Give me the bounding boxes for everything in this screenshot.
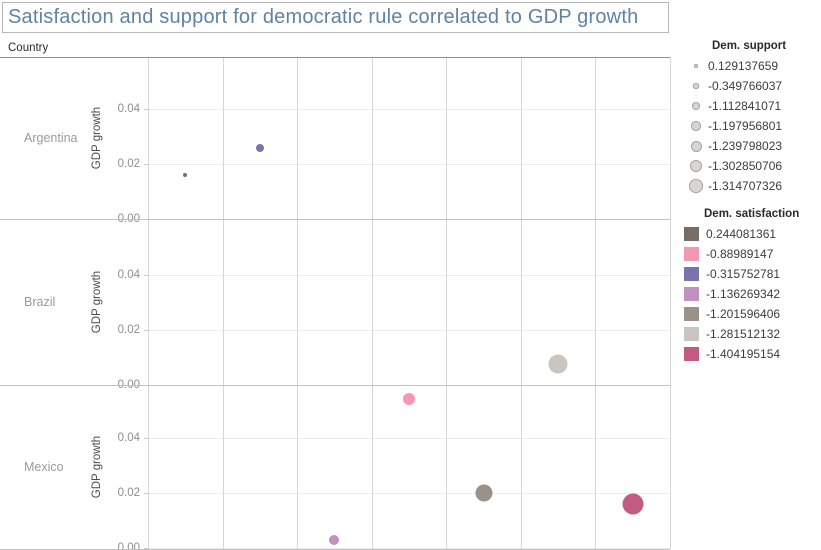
size-circle-icon: [691, 121, 701, 131]
color-legend-value: 0.244081361: [706, 227, 777, 241]
color-swatch-icon: [684, 307, 699, 321]
scatter-mark[interactable]: [622, 493, 644, 515]
column-gridline: [297, 57, 299, 549]
size-legend: Dem. support 0.129137659 -0.349766037 -1.1…: [684, 40, 819, 196]
size-legend-item[interactable]: -1.302850706: [684, 156, 819, 176]
y-axis-title: GDP growth: [91, 435, 103, 499]
size-circle-icon: [693, 83, 699, 89]
y-axis-title: GDP growth: [91, 270, 103, 334]
size-legend-item[interactable]: -1.314707326: [684, 176, 819, 196]
axis-tick: [144, 164, 148, 165]
color-swatch-icon: [684, 327, 699, 341]
size-legend-value: -1.239798023: [708, 139, 783, 153]
color-legend-item[interactable]: -1.136269342: [684, 284, 819, 304]
color-swatch-icon: [684, 287, 699, 301]
color-legend-value: -1.281512132: [706, 327, 781, 341]
chart-title: Satisfaction and support for democratic …: [2, 2, 669, 33]
column-gridline: [371, 57, 373, 549]
axis-tick: [144, 329, 148, 331]
size-legend-value: -1.302850706: [708, 159, 783, 173]
scatter-mark[interactable]: [329, 534, 340, 545]
size-circle-icon: [692, 102, 700, 110]
y-tick-label: 0.02: [117, 486, 140, 499]
y-tick-label: 0.00: [117, 541, 140, 550]
size-legend-item[interactable]: -1.197956801: [684, 116, 819, 136]
column-gridline: [520, 57, 522, 549]
color-swatch-icon: [684, 227, 699, 241]
column-gridline: [595, 57, 597, 549]
size-circle-icon: [694, 64, 698, 68]
axis-tick: [144, 492, 148, 494]
axis-tick: [144, 109, 148, 110]
color-legend-value: -0.88989147: [706, 247, 774, 261]
facet-label-brazil: Brazil: [24, 295, 56, 309]
y-tick-label: 0.04: [117, 268, 140, 281]
color-legend-title: Dem. satisfaction: [704, 208, 800, 220]
color-legend-item[interactable]: -1.201596406: [684, 304, 819, 324]
y-axis-title: GDP growth: [91, 106, 103, 170]
size-legend-item[interactable]: 0.129137659: [684, 56, 819, 76]
color-legend-item[interactable]: -1.281512132: [684, 324, 819, 344]
color-swatch-icon: [684, 347, 699, 361]
y-gridline: [148, 329, 670, 331]
scatter-mark[interactable]: [548, 354, 568, 374]
color-legend-item[interactable]: -0.88989147: [684, 244, 819, 264]
size-legend-item[interactable]: -0.349766037: [684, 76, 819, 96]
axis-tick: [144, 547, 148, 549]
y-gridline: [148, 492, 670, 494]
y-tick-label: 0.00: [117, 378, 140, 391]
y-gridline: [148, 547, 670, 549]
y-tick-label: 0.02: [117, 323, 140, 336]
facet-label-mexico: Mexico: [24, 460, 64, 474]
row-divider: [0, 219, 670, 220]
column-gridline: [670, 57, 671, 549]
color-swatch-icon: [684, 247, 699, 261]
y-gridline: [148, 437, 670, 439]
size-legend-value: -1.314707326: [708, 179, 783, 193]
y-gridline: [148, 109, 670, 110]
column-gridline: [446, 57, 448, 549]
size-legend-item[interactable]: -1.112841071: [684, 96, 819, 116]
size-legend-title: Dem. support: [712, 40, 787, 52]
size-legend-value: 0.129137659: [708, 59, 779, 73]
color-legend-item[interactable]: 0.244081361: [684, 224, 819, 244]
size-legend-value: -1.197956801: [708, 119, 783, 133]
y-tick-label: 0.02: [117, 158, 140, 170]
color-legend-value: -1.201596406: [706, 307, 781, 321]
row-divider: [0, 385, 670, 386]
axis-tick: [144, 274, 148, 276]
scatter-mark[interactable]: [183, 173, 188, 177]
color-swatch-icon: [684, 267, 699, 281]
size-legend-value: -1.112841071: [708, 99, 782, 113]
color-legend-item[interactable]: -0.315752781: [684, 264, 819, 284]
color-legend-item[interactable]: -1.404195154: [684, 344, 819, 364]
y-tick-label: 0.04: [117, 431, 140, 444]
column-header-country: Country: [8, 42, 49, 54]
size-legend-value: -0.349766037: [708, 79, 783, 93]
column-gridline: [148, 57, 149, 549]
size-circle-icon: [689, 159, 703, 173]
color-legend: Dem. satisfaction 0.244081361 -0.88989147…: [684, 208, 819, 364]
color-legend-value: -1.136269342: [706, 287, 781, 301]
column-gridline: [222, 57, 224, 549]
size-circle-icon: [689, 179, 703, 193]
color-legend-value: -1.404195154: [706, 347, 781, 361]
y-tick-label: 0.04: [117, 103, 140, 115]
axis-tick: [144, 437, 148, 439]
color-legend-value: -0.315752781: [706, 267, 781, 281]
header-rule: [0, 57, 670, 58]
size-legend-item[interactable]: -1.239798023: [684, 136, 819, 156]
facet-label-argentina: Argentina: [24, 131, 78, 145]
size-circle-icon: [690, 140, 702, 152]
scatter-mark[interactable]: [475, 484, 493, 502]
y-gridline: [148, 274, 670, 276]
scatter-mark[interactable]: [255, 143, 264, 152]
y-gridline: [148, 164, 670, 165]
scatter-mark[interactable]: [403, 393, 415, 406]
